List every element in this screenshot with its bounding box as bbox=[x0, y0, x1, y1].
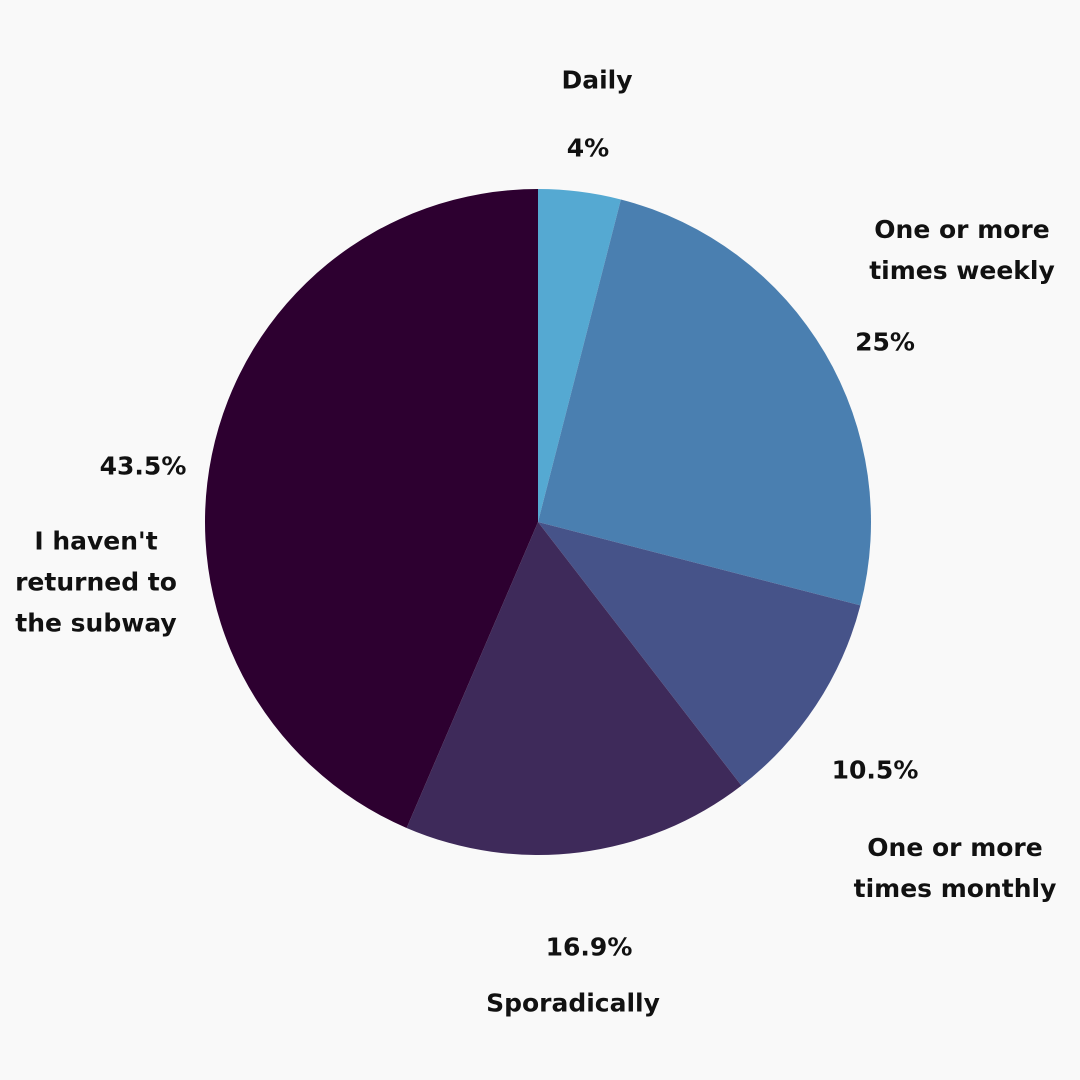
value-label: 10.5% bbox=[831, 755, 919, 785]
value-label: 16.9% bbox=[545, 932, 633, 962]
slice-label: One or more times monthly bbox=[853, 833, 1057, 903]
pie-slice bbox=[204, 189, 538, 828]
pie-slice bbox=[406, 522, 742, 856]
pie-slice bbox=[538, 199, 871, 606]
pie-slice bbox=[538, 522, 861, 786]
pie-slice bbox=[538, 189, 621, 522]
slice-label: Daily bbox=[561, 65, 633, 95]
slice-label: Sporadically bbox=[486, 988, 660, 1018]
slice-label: I haven't returned to the subway bbox=[15, 526, 177, 638]
value-label: 4% bbox=[566, 133, 610, 163]
value-label: 43.5% bbox=[99, 451, 187, 481]
value-label: 25% bbox=[855, 327, 915, 357]
slice-label: One or more times weekly bbox=[869, 215, 1055, 285]
